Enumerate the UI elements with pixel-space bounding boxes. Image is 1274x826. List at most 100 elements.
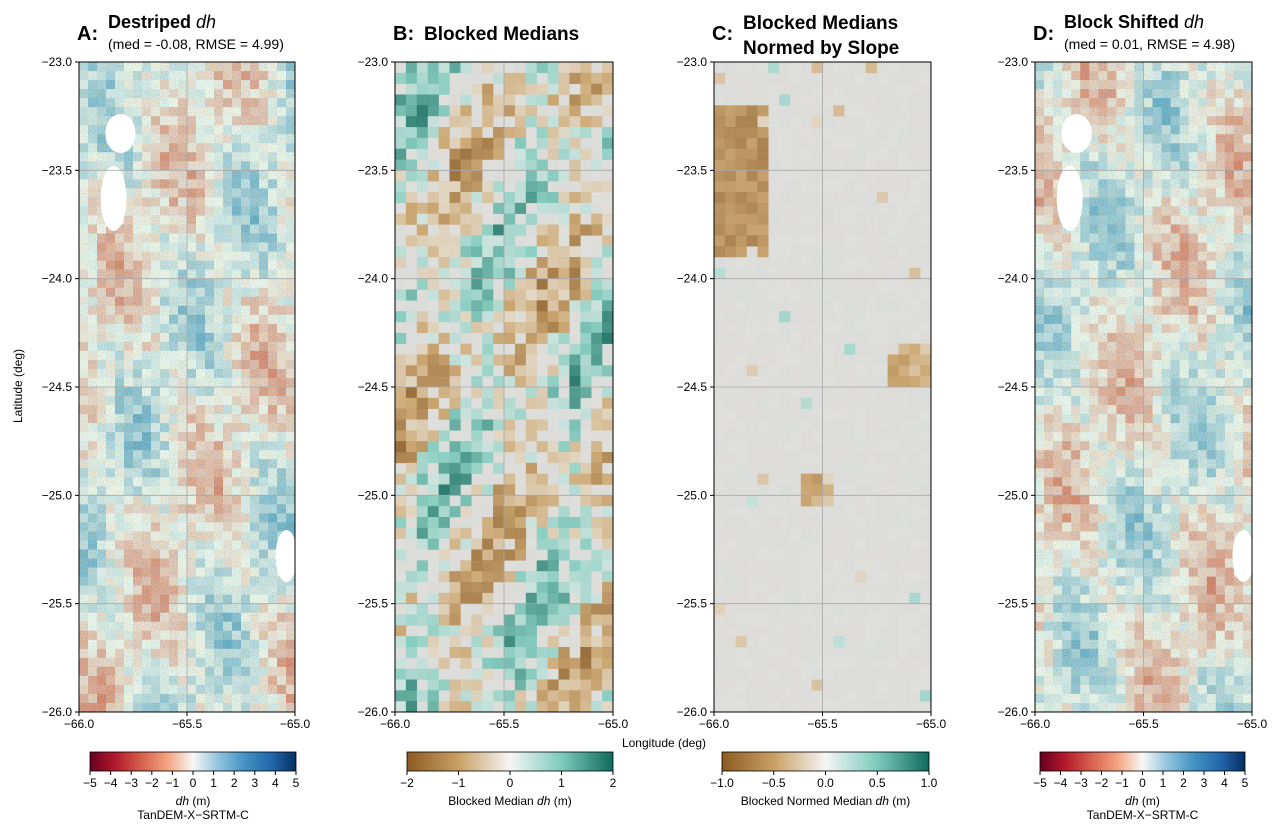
title-text: Destriped dh (108, 12, 216, 32)
title-text: Block Shifted dh (1064, 12, 1204, 32)
y-tick-label: −24.5 (677, 380, 708, 394)
y-tick-label: −25.5 (998, 597, 1029, 611)
plot-frame (78, 61, 296, 713)
panel-title: B: Blocked Medians (393, 23, 579, 45)
y-tick-label: −24.5 (42, 380, 73, 394)
plot-frame (1034, 61, 1253, 713)
panel-d: −66.0 −65.5 −65.0 −23.0 −23.5 −24.0 −24.5 −25.0… (998, 12, 1268, 822)
subtitle-text: (med = 0.01, RMSE = 4.98) (1064, 36, 1235, 52)
x-tick-label: −65.0 (598, 717, 629, 731)
title-text: Blocked Medians (424, 24, 579, 45)
colorbar-tick-label: 0 (190, 776, 197, 790)
y-tick-label: −25.5 (358, 597, 389, 611)
x-tick-label: −65.5 (172, 717, 203, 731)
colorbar-tick-label: −2 (1095, 776, 1109, 790)
colorbar-tick-label: −2 (145, 776, 159, 790)
colorbar-tick-label: 1 (210, 776, 217, 790)
colorbar-label-line2: TanDEM-X−SRTM-C (137, 808, 249, 822)
y-tick-label: −26.0 (998, 705, 1029, 719)
y-tick-label: −24.0 (42, 272, 73, 286)
y-axis-label-text: Latitude (deg) (11, 349, 25, 423)
y-tick-label: −25.5 (677, 597, 708, 611)
y-tick-label: −24.0 (998, 272, 1029, 286)
y-tick-label: −26.0 (358, 705, 389, 719)
y-tick-label: −24.5 (358, 380, 389, 394)
y-tick-label: −23.5 (42, 163, 73, 177)
y-tick-label: −25.0 (358, 488, 389, 502)
title-text: Blocked Medians (743, 13, 898, 34)
colorbar-gradient (406, 751, 614, 772)
x-axis-label-text: Longitude (deg) (622, 736, 706, 750)
colorbar-tick-label: 0 (1139, 776, 1146, 790)
colorbar-tick-label: 2 (231, 776, 238, 790)
y-tick-label: −24.0 (358, 272, 389, 286)
y-tick-label: −25.0 (42, 488, 73, 502)
panel-title: C: Blocked Medians Normed by Slope (712, 13, 899, 59)
colorbar-tick-label: 0 (507, 776, 514, 790)
colorbar-tick-label: 3 (251, 776, 258, 790)
colorbar-tick-label: 4 (1221, 776, 1228, 790)
y-tick-label: −24.5 (998, 380, 1029, 394)
plot-frame (713, 61, 932, 713)
colorbar-label: Blocked Normed Median dh (m) (741, 794, 910, 808)
colorbar-tick-label: −1 (166, 776, 180, 790)
title-line2-text: Normed by Slope (743, 38, 899, 59)
y-tick-label: −23.0 (358, 55, 389, 69)
colorbar-tick-label: 4 (272, 776, 279, 790)
colorbar-tick-label: −4 (104, 776, 118, 790)
colorbar-tick-label: −4 (1054, 776, 1068, 790)
y-tick-label: −26.0 (677, 705, 708, 719)
colorbar-tick-label: −5 (1033, 776, 1047, 790)
plot-frame (394, 61, 614, 713)
y-tick-label: −23.5 (677, 163, 708, 177)
colorbar-tick-label: 2 (610, 776, 617, 790)
y-tick-label: −23.0 (42, 55, 73, 69)
x-tick-label: −65.5 (489, 717, 520, 731)
y-tick-label: −23.0 (998, 55, 1029, 69)
colorbar-tick-label: −0.5 (762, 776, 786, 790)
colorbar-tick-label: −3 (124, 776, 138, 790)
x-tick-label: −65.5 (1128, 717, 1159, 731)
x-tick-label: −66.0 (699, 717, 730, 731)
colorbar-tick-label: 2 (1180, 776, 1187, 790)
panel-letter: B: (393, 23, 414, 45)
panel-b: −66.0 −65.5 −65.0 −23.0 −23.5 −24.0 −24.5 −25.0… (358, 23, 629, 808)
colorbar: −2 −1 0 1 2 Blocked Median dh (m) (400, 751, 617, 808)
colorbar: −5 −4 −3 −2 −1 0 1 2 3 4 5 dh (m)TanDEM-X−SRTM-C (1033, 751, 1249, 822)
panel-title: A: Destriped dh (med = -0.08, RMSE = 4.99) (77, 12, 284, 52)
colorbar-tick-label: 0.5 (869, 776, 886, 790)
colorbar-tick-label: 1 (1160, 776, 1167, 790)
colorbar: −1.0 −0.5 0.0 0.5 1.0 Blocked Normed Median d… (710, 751, 938, 808)
colorbar-gradient (1039, 751, 1246, 772)
y-tick-label: −23.0 (677, 55, 708, 69)
panel-letter: D: (1033, 23, 1054, 45)
y-axis-label: Latitude (deg) (11, 349, 25, 423)
x-tick-label: −65.0 (280, 717, 311, 731)
colorbar-tick-label: 5 (1242, 776, 1249, 790)
x-tick-label: −66.0 (64, 717, 95, 731)
x-tick-label: −66.0 (1020, 717, 1051, 731)
colorbar-tick-label: −1.0 (710, 776, 734, 790)
y-tick-label: −25.0 (998, 488, 1029, 502)
colorbar-tick-label: −1 (452, 776, 466, 790)
colorbar-tick-label: −5 (83, 776, 97, 790)
colorbar-tick-label: −3 (1074, 776, 1088, 790)
panel-a: −66.0 −65.5 −65.0 −23.0 −23.5 −24.0 −24.5 −25.0… (42, 12, 311, 822)
y-tick-label: −23.5 (998, 163, 1029, 177)
colorbar-gradient (721, 751, 930, 772)
colorbar-label-line2: TanDEM-X−SRTM-C (1087, 808, 1199, 822)
y-tick-label: −23.5 (358, 163, 389, 177)
colorbar-tick-label: 5 (293, 776, 300, 790)
colorbar-tick-label: 3 (1201, 776, 1208, 790)
colorbar-tick-label: 1.0 (921, 776, 938, 790)
colorbar-label: Blocked Median dh (m) (448, 794, 571, 808)
y-tick-label: −25.0 (677, 488, 708, 502)
colorbar-label: dh (m) (176, 794, 211, 808)
colorbar-tick-label: 1 (558, 776, 565, 790)
colorbar-label: dh (m) (1125, 794, 1160, 808)
colorbar: −5 −4 −3 −2 −1 0 1 2 3 4 5 dh (m)TanDEM-X−SRTM-C (83, 751, 300, 822)
colorbar-tick-label: −2 (400, 776, 414, 790)
colorbar-tick-label: −1 (1115, 776, 1129, 790)
x-tick-label: −66.0 (380, 717, 411, 731)
